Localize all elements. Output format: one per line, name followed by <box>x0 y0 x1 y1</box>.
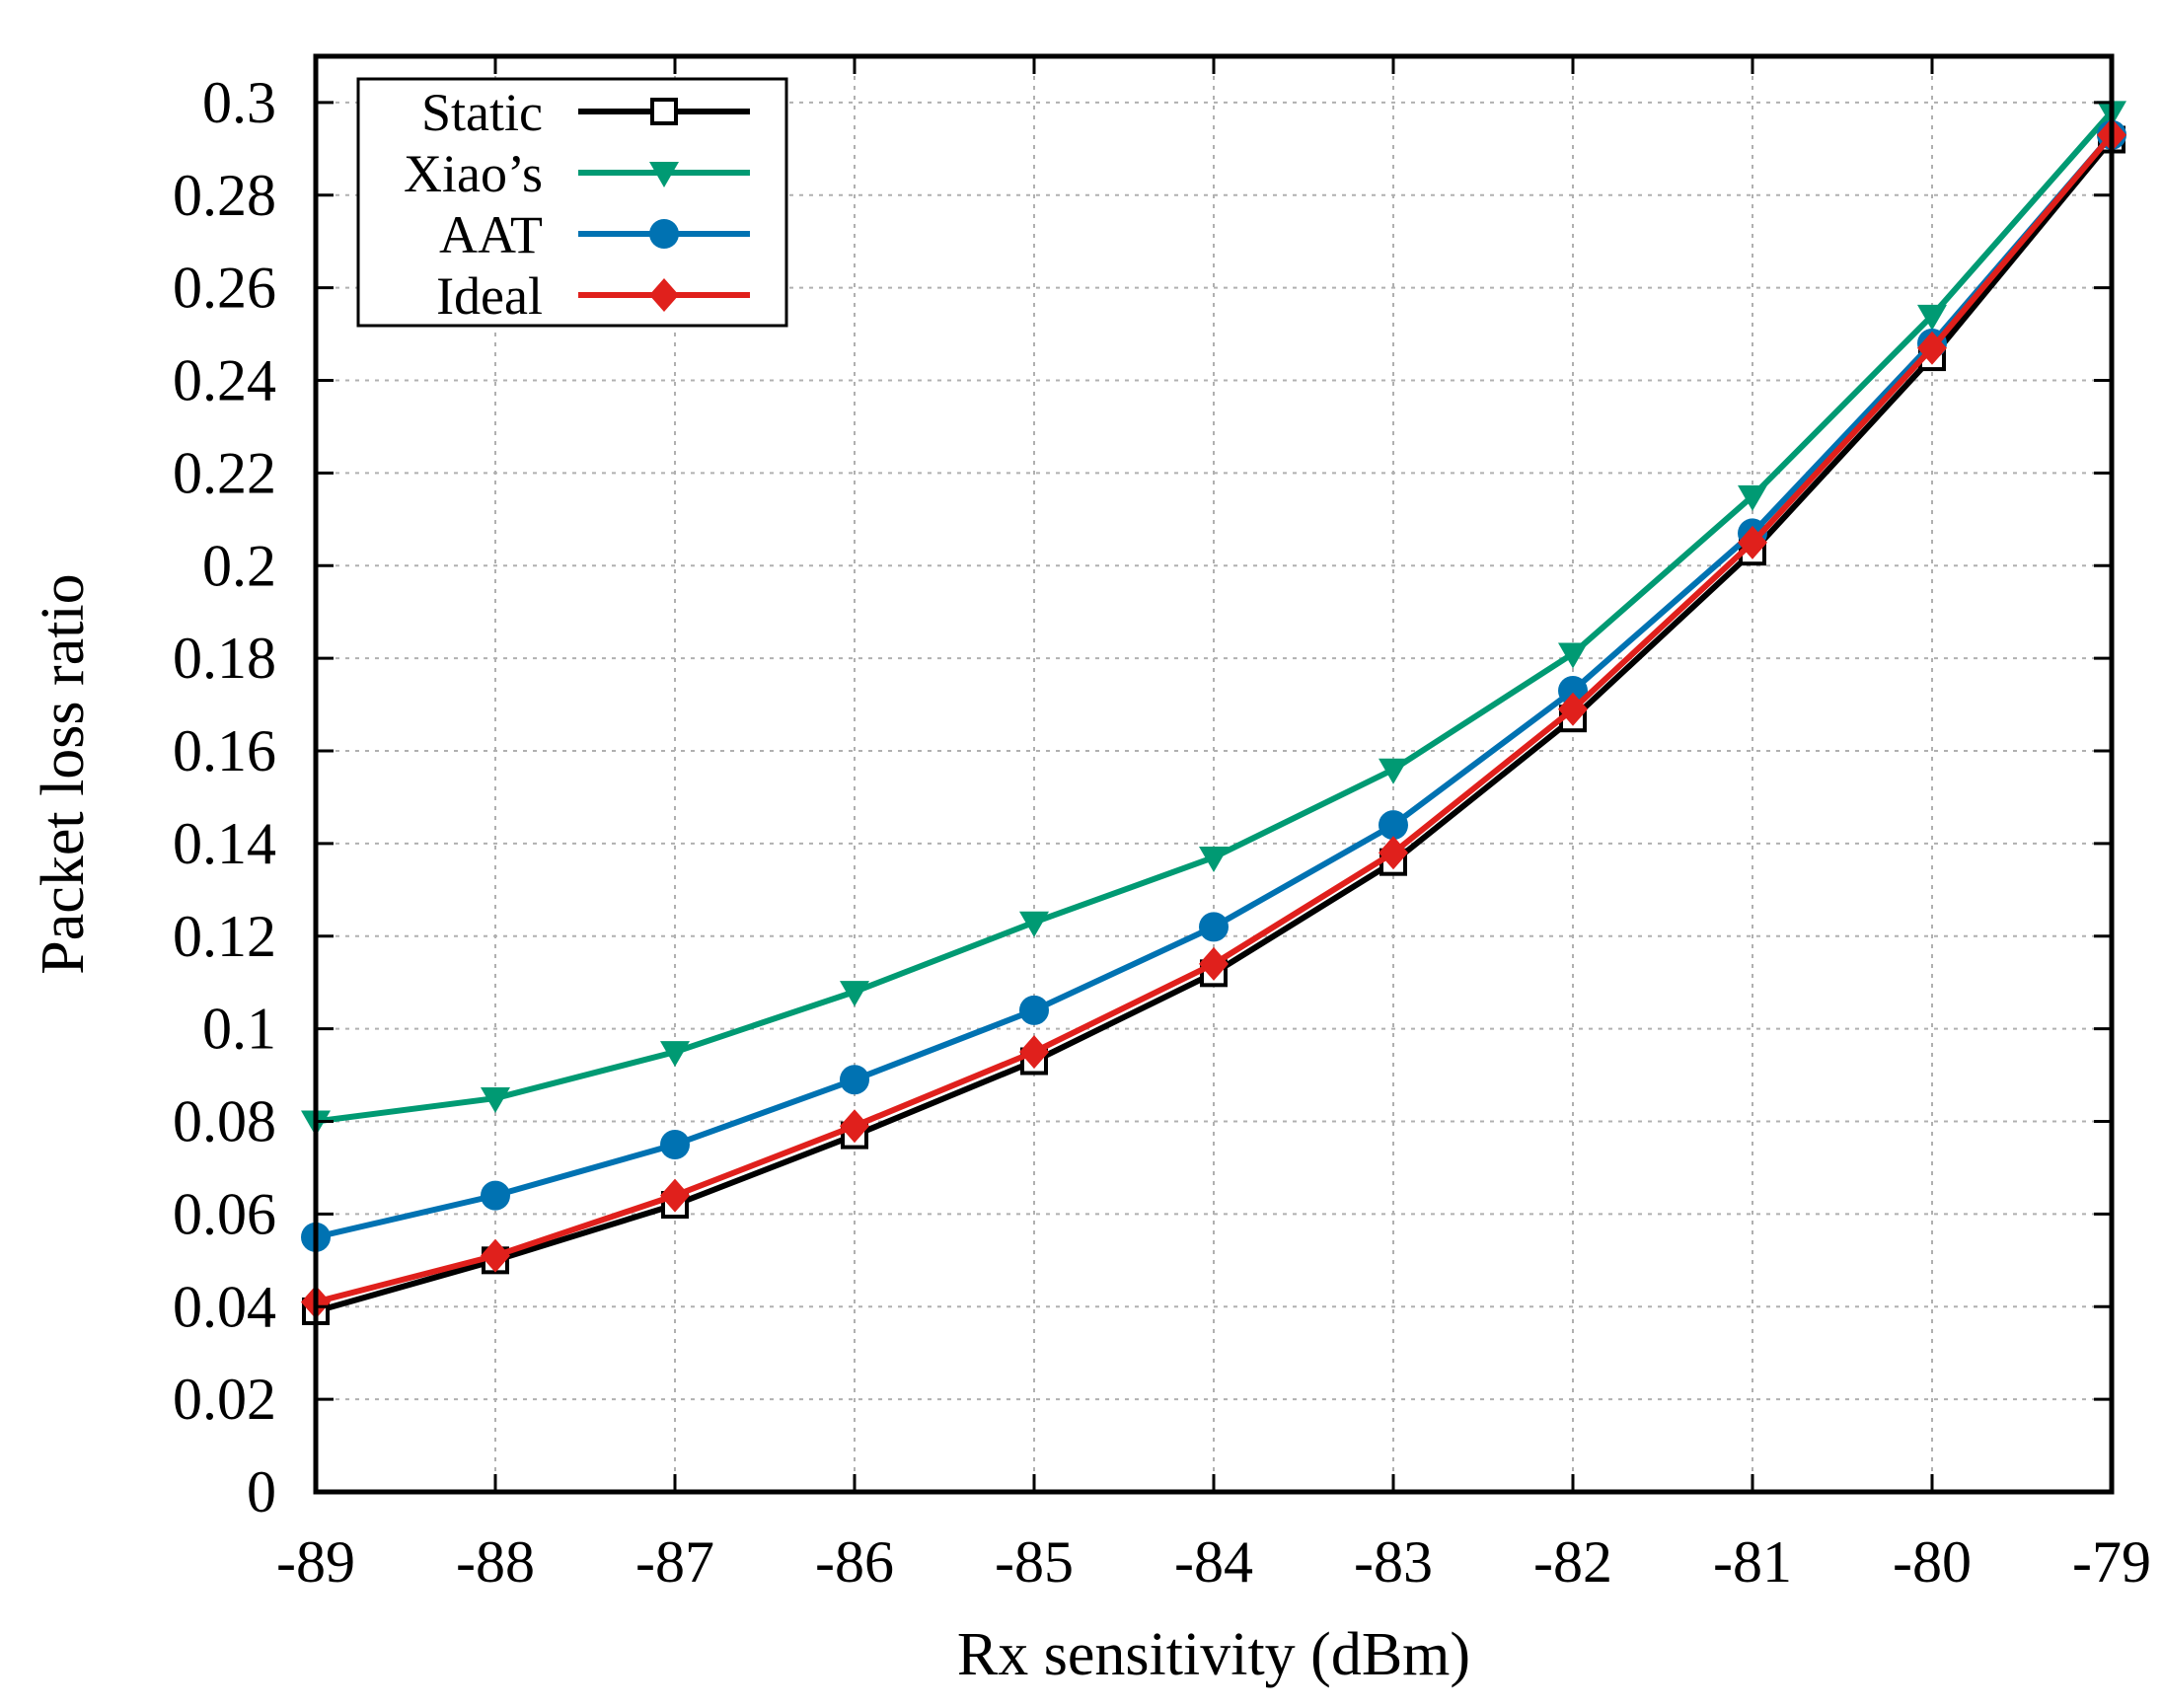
y-tick-label: 0.02 <box>173 1367 276 1432</box>
legend-marker-xiaos <box>649 162 679 187</box>
grid <box>316 56 2112 1492</box>
plot-series <box>301 101 2126 1325</box>
data-point-xiaos <box>481 1087 510 1114</box>
y-tick-label: 0.3 <box>202 70 276 135</box>
x-tick-label: -88 <box>456 1529 535 1595</box>
data-point-ideal <box>1917 331 1947 365</box>
data-point-ideal <box>660 1178 690 1213</box>
y-tick-label: 0.08 <box>173 1089 276 1154</box>
y-tick-label: 0.24 <box>173 348 276 413</box>
legend-marker-aat <box>649 219 679 249</box>
y-tick-label: 0.04 <box>173 1274 276 1339</box>
data-point-ideal <box>1199 946 1229 981</box>
y-tick-label: 0.18 <box>173 626 276 691</box>
series-ideal <box>301 117 2126 1319</box>
x-tick-label: -79 <box>2072 1529 2151 1595</box>
x-tick-label: -89 <box>276 1529 355 1595</box>
legend-label: AAT <box>439 205 543 264</box>
data-point-xiaos <box>1019 911 1049 937</box>
data-point-ideal <box>1379 836 1408 870</box>
series-xiaos <box>301 101 2126 1137</box>
legend-marker-ideal <box>649 278 679 312</box>
x-tick-label: -85 <box>995 1529 1074 1595</box>
data-point-xiaos <box>1917 304 1947 331</box>
y-axis-label: Packet loss ratio <box>30 573 97 974</box>
legend-label: Static <box>421 83 543 142</box>
x-tick-label: -87 <box>635 1529 714 1595</box>
y-tick-label: 0.1 <box>202 997 276 1062</box>
data-point-aat <box>840 1065 869 1095</box>
x-tick-label: -84 <box>1174 1529 1253 1595</box>
legend-label: Ideal <box>436 266 543 326</box>
x-tick-label: -80 <box>1893 1529 1972 1595</box>
data-point-ideal <box>1558 692 1588 726</box>
x-tick-label: -86 <box>815 1529 894 1595</box>
y-tick-label: 0.22 <box>173 440 276 505</box>
y-tick-label: 0.16 <box>173 718 276 783</box>
legend-item-aat: AAT <box>439 205 750 264</box>
x-tick-label: -82 <box>1533 1529 1612 1595</box>
data-point-aat <box>481 1180 510 1211</box>
y-tick-label: 0.28 <box>173 163 276 228</box>
data-point-aat <box>1019 995 1049 1025</box>
legend-label: Xiao’s <box>404 144 543 203</box>
x-tick-label: -81 <box>1713 1529 1792 1595</box>
data-point-xiaos <box>1199 846 1229 872</box>
data-point-xiaos <box>1558 642 1588 669</box>
legend-marker-static <box>650 98 678 125</box>
data-point-aat <box>660 1129 690 1159</box>
data-point-ideal <box>481 1238 510 1273</box>
y-tick-label: 0.2 <box>202 533 276 598</box>
data-point-aat <box>1379 810 1408 841</box>
data-point-xiaos <box>660 1041 690 1068</box>
data-point-xiaos <box>1379 758 1408 784</box>
y-tick-label: 0.26 <box>173 256 276 321</box>
data-point-ideal <box>840 1109 869 1144</box>
legend-item-static: Static <box>421 83 750 142</box>
y-tick-label: 0.12 <box>173 904 276 969</box>
axis-ticks: -89 -88 -87 -86 -85 -84 -83 -82 -81 -80 -79 0 0.02 0.… <box>173 56 2151 1595</box>
data-point-xiaos <box>840 981 869 1007</box>
x-axis-label: Rx sensitivity (dBm) <box>957 1621 1470 1688</box>
legend-item-ideal: Ideal <box>436 266 750 326</box>
legend-item-xiaos: Xiao’s <box>404 144 750 203</box>
data-point-aat <box>1558 676 1588 706</box>
data-point-xiaos <box>1738 484 1767 511</box>
data-point-aat <box>1199 912 1229 942</box>
legend-box <box>356 77 788 328</box>
y-tick-label: 0.14 <box>173 811 276 876</box>
y-tick-label: 0.06 <box>173 1181 276 1246</box>
y-tick-label: 0 <box>247 1459 276 1524</box>
data-point-ideal <box>1738 525 1767 559</box>
data-point-ideal <box>1019 1035 1049 1070</box>
x-tick-label: -83 <box>1354 1529 1433 1595</box>
